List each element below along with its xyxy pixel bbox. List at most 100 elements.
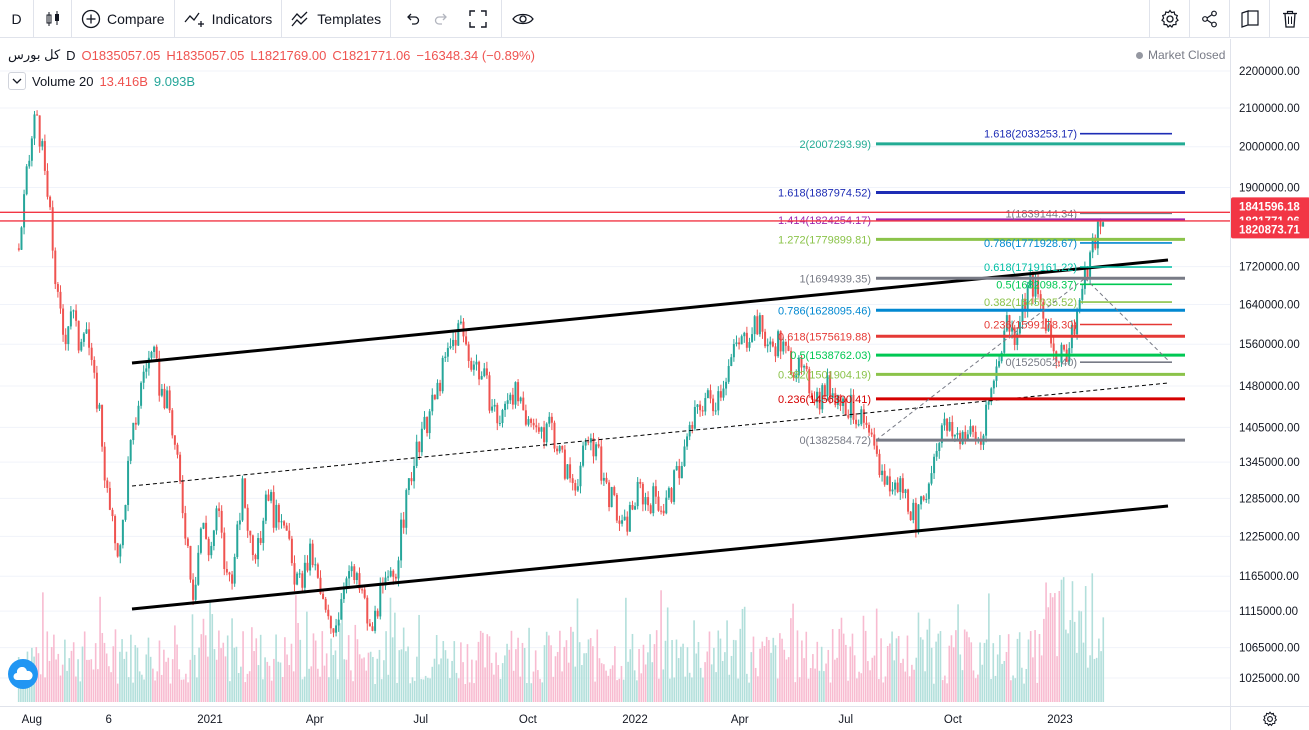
price-axis[interactable]: 2200000.00 2100000.00 2000000.00 1900000.00…: [1230, 39, 1309, 706]
candle-body: [309, 543, 312, 571]
volume-bar: [873, 655, 876, 702]
candle-body: [480, 376, 483, 380]
candle-body: [82, 333, 85, 342]
snapshot-button[interactable]: [1229, 0, 1269, 38]
fullscreen-button[interactable]: [463, 0, 493, 38]
volume-bar: [1102, 617, 1105, 702]
candle-body: [303, 562, 306, 588]
candle-body: [771, 341, 774, 347]
volume-bar: [627, 661, 629, 702]
volume-bar: [1095, 657, 1098, 702]
candle-body: [839, 394, 842, 406]
collapse-legend-button[interactable]: [8, 72, 26, 90]
book-icon: [1240, 10, 1259, 28]
volume-bar: [880, 638, 882, 702]
candle-body: [943, 418, 946, 426]
candle-body: [792, 374, 795, 378]
volume-bar: [196, 677, 198, 702]
candle-body: [452, 339, 455, 347]
volume-bar: [204, 635, 207, 702]
candle-body: [961, 431, 964, 445]
volume-bar: [1032, 657, 1034, 702]
price-tick-label: 1560000.00: [1239, 339, 1300, 351]
volume-bar: [1100, 651, 1102, 702]
volume-bar: [158, 640, 161, 702]
volume-bar: [396, 682, 398, 702]
volume-bar: [1029, 631, 1032, 702]
volume-bar: [453, 641, 456, 702]
volume-bar: [539, 678, 541, 702]
candle-body: [787, 345, 790, 351]
volume-bar: [829, 682, 832, 702]
candle-body: [774, 346, 777, 357]
candle-body: [225, 568, 228, 573]
gear-icon[interactable]: [1262, 710, 1278, 727]
volume-bar: [512, 670, 515, 702]
candle-body: [784, 341, 787, 346]
candle-body: [95, 372, 98, 409]
delete-button[interactable]: [1269, 0, 1309, 38]
candle-body: [111, 509, 114, 517]
volume-bar: [64, 639, 66, 702]
volume-bar: [479, 630, 482, 702]
redo-button[interactable]: [427, 0, 457, 38]
tradingview-logo[interactable]: [8, 659, 38, 689]
chart-pane[interactable]: 2(2007293.99) 1.618(1887974.52) 1.414(1824…: [0, 39, 1230, 706]
volume-bar: [358, 654, 361, 702]
volume-bar: [990, 678, 992, 702]
candle-body: [641, 483, 644, 505]
candle-body: [1026, 287, 1029, 311]
candle-body: [436, 382, 439, 400]
candle-body: [1076, 311, 1079, 335]
candle-body: [267, 494, 270, 501]
volume-bar: [220, 648, 222, 702]
candle-body: [259, 538, 262, 543]
volume-bar: [281, 677, 284, 702]
volume-bar: [99, 596, 101, 702]
volume-bar: [578, 642, 581, 702]
volume-bar: [121, 639, 123, 702]
chart-canvas[interactable]: 2(2007293.99)1.618(1887974.52)1.414(1824…: [0, 39, 1230, 706]
volume-legend: Volume 20 13.416B 9.093B: [8, 72, 195, 90]
volume-bar: [48, 660, 51, 702]
templates-label: Templates: [317, 10, 382, 27]
templates-button[interactable]: Templates: [282, 0, 392, 38]
volume-bar: [534, 650, 537, 702]
candle-body: [857, 424, 860, 426]
volume-bar: [391, 637, 394, 702]
volume-bar: [70, 650, 73, 702]
settings-button[interactable]: [1149, 0, 1189, 38]
fib-level-label: 1.272(1779899.81): [778, 234, 871, 246]
volume-value: 13.416B: [99, 73, 148, 89]
candle-body: [467, 344, 470, 362]
volume-bar: [680, 646, 682, 702]
undo-button[interactable]: [397, 0, 427, 38]
volume-bar: [970, 642, 973, 702]
fib-ext-label: 1(1839144.34): [1005, 208, 1077, 220]
indicators-button[interactable]: Indicators: [175, 0, 283, 38]
candle-body: [80, 341, 83, 351]
share-button[interactable]: [1189, 0, 1229, 38]
volume-bar: [101, 633, 104, 702]
candle-body: [415, 441, 418, 466]
candle-body: [290, 538, 293, 564]
volume-bar: [187, 682, 189, 702]
chart-type-button[interactable]: [34, 0, 72, 38]
time-tick-label: Jul: [413, 714, 428, 726]
candle-body: [628, 505, 631, 532]
compare-button[interactable]: Compare: [72, 0, 175, 38]
candle-body: [322, 593, 325, 599]
time-axis[interactable]: Aug 6 2021 Apr Jul Oct 2022 Apr Jul Oct 2023: [0, 706, 1230, 730]
volume-bar: [248, 671, 251, 702]
volume-bar: [1016, 638, 1019, 702]
volume-bar: [1012, 675, 1014, 702]
price-tick-label: 1115000.00: [1239, 606, 1298, 618]
volume-bar: [83, 631, 86, 702]
volume-bar: [306, 611, 308, 702]
view-button[interactable]: [501, 0, 543, 38]
volume-bar: [886, 646, 889, 702]
volume-bar: [213, 649, 216, 702]
symbol-button[interactable]: D: [0, 0, 34, 38]
volume-bar: [310, 666, 313, 702]
volume-bar: [506, 643, 508, 702]
